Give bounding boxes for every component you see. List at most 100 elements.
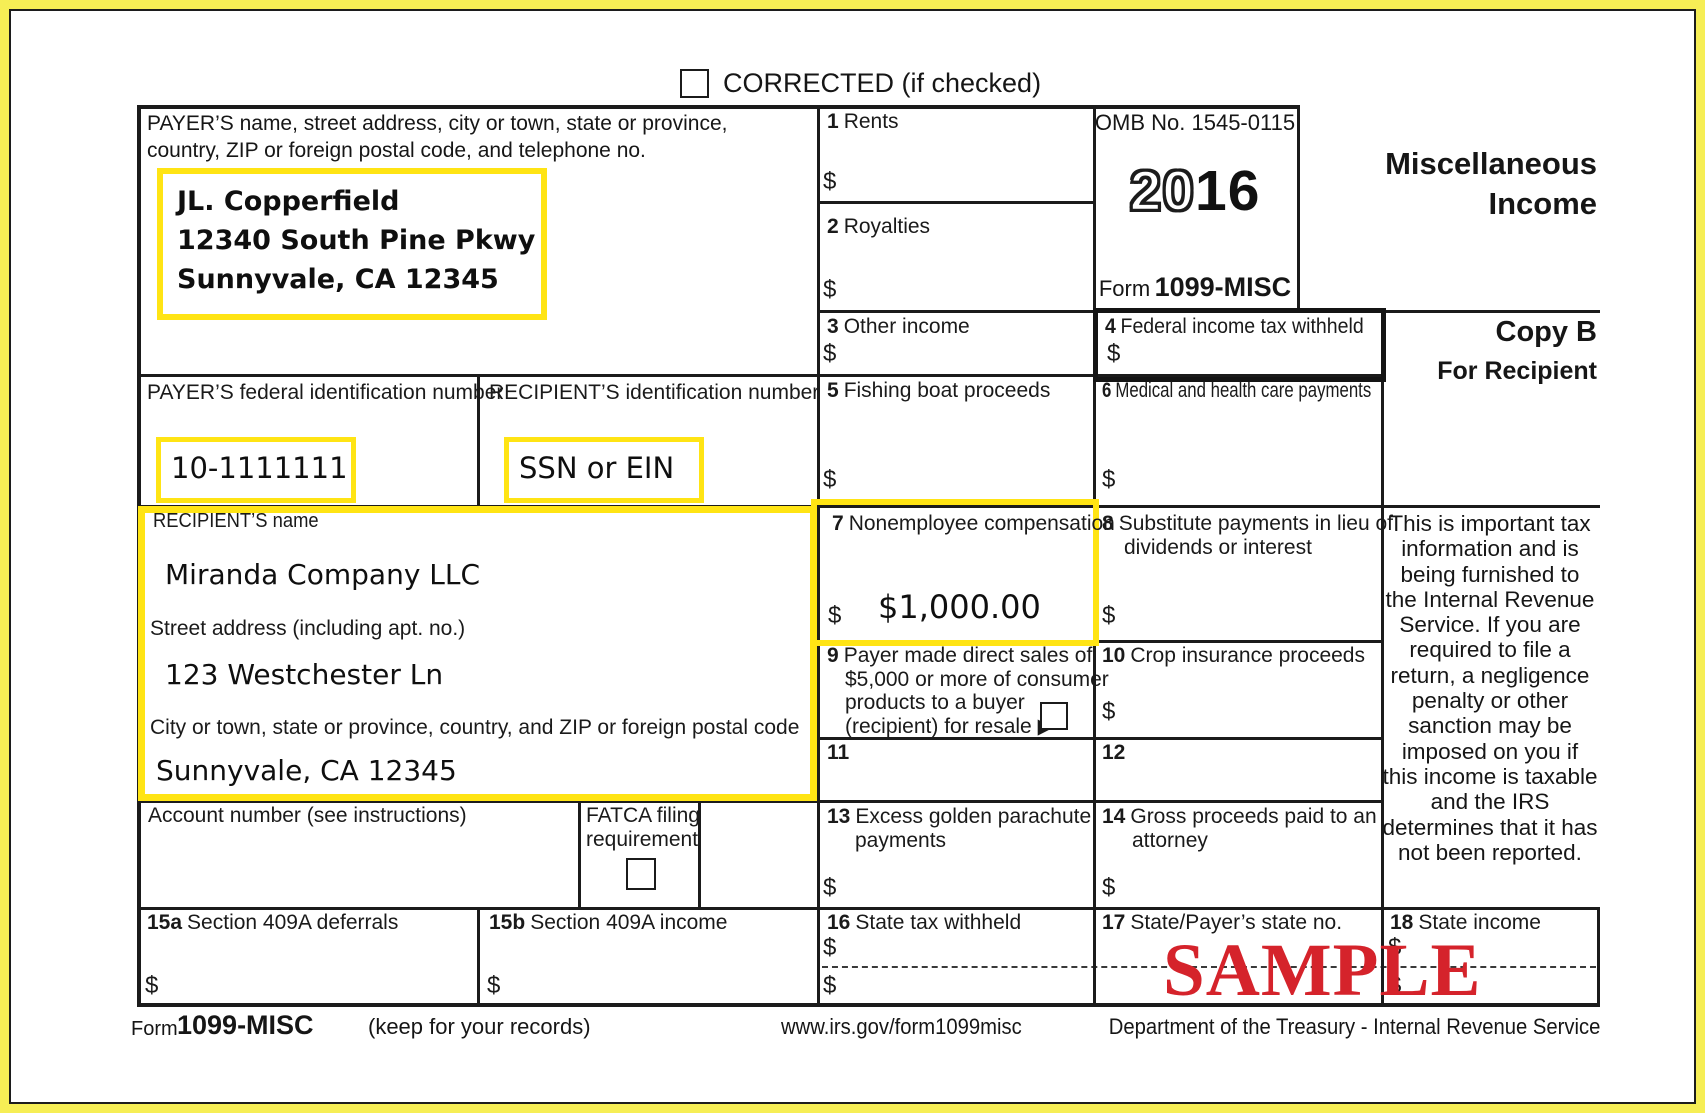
direct-sales-checkbox[interactable] xyxy=(1040,702,1068,730)
box8-label-line2: dividends or interest xyxy=(1124,536,1312,559)
box10-number: 10 xyxy=(1102,644,1126,667)
box16-label: State tax withheld xyxy=(855,911,1022,934)
box1-dollar: $ xyxy=(823,168,837,195)
payer-fed-id-value: 10-1111111 xyxy=(171,451,348,485)
grid-line xyxy=(1297,105,1300,313)
recipient-city-label: City or town, state or province, country… xyxy=(150,716,800,739)
box10-dollar: $ xyxy=(1102,698,1116,725)
recipient-name-label: RECIPIENT’S name xyxy=(153,510,319,532)
box7-number: 7 xyxy=(832,512,844,535)
recipient-city-value: Sunnyvale, CA 12345 xyxy=(156,754,457,787)
box16-number: 16 xyxy=(827,911,851,934)
box9-label-line1: Payer made direct sales of xyxy=(843,644,1093,667)
box9-label-line3: products to a buyer xyxy=(845,691,1025,714)
copy-b-label: Copy B xyxy=(1495,316,1598,348)
omb-number: OMB No. 1545-0115 xyxy=(1094,110,1296,135)
recipient-street-value: 123 Westchester Ln xyxy=(165,658,444,691)
box6-number: 6 xyxy=(1102,379,1112,402)
box12-number: 12 xyxy=(1102,741,1126,764)
box13-label-line1: Excess golden parachute xyxy=(855,805,1092,828)
grid-line xyxy=(137,800,1381,803)
tax-year-outline: 20 xyxy=(1128,158,1195,225)
grid-line xyxy=(137,1003,1600,1007)
box7-label: Nonemployee compensation xyxy=(848,512,1115,535)
box5-number: 5 xyxy=(827,379,839,402)
box9-number: 9 xyxy=(827,644,839,667)
box15a-dollar: $ xyxy=(145,972,159,999)
recipient-highlight-box xyxy=(138,506,817,801)
sample-watermark: SAMPLE xyxy=(1163,929,1482,1012)
box4-dollar: $ xyxy=(1107,340,1121,367)
payer-block-label: PAYER’S name, street address, city or to… xyxy=(147,112,728,162)
box13-label-line2: payments xyxy=(855,829,947,852)
box9-label-line4: (recipient) for resale ▶ xyxy=(845,714,1054,738)
box10-label: Crop insurance proceeds xyxy=(1130,644,1365,667)
box17-label: State/Payer’s state no. xyxy=(1130,911,1343,934)
payer-fed-id-label: PAYER’S federal identification number xyxy=(147,381,504,404)
form-number-header: Form 1099-MISC xyxy=(1093,272,1297,303)
corrected-label: CORRECTED (if checked) xyxy=(723,68,1042,98)
box15a-number: 15a xyxy=(147,911,183,934)
form-title-line2: Income xyxy=(1488,186,1597,221)
box15a-label: Section 409A deferrals xyxy=(187,911,399,934)
box18-dollar-top: $ xyxy=(1388,934,1402,961)
grid-line xyxy=(817,201,1093,204)
box6-dollar: $ xyxy=(1102,466,1116,493)
box15b-dollar: $ xyxy=(487,972,501,999)
grid-line xyxy=(137,374,1381,377)
payer-fed-id-highlight xyxy=(156,437,356,503)
tax-year-solid: 16 xyxy=(1195,159,1261,223)
recipient-id-highlight xyxy=(504,437,704,503)
payer-highlight-box xyxy=(157,168,547,320)
grid-line xyxy=(137,907,1600,910)
box11-number: 11 xyxy=(827,741,850,764)
box8-dollar: $ xyxy=(1102,602,1116,629)
box4-heavy-border xyxy=(1093,308,1386,382)
box14-number: 14 xyxy=(1102,805,1126,828)
box15b-number: 15b xyxy=(489,911,526,934)
grid-line xyxy=(477,374,480,508)
box16-dollar-top: $ xyxy=(823,934,837,961)
fatca-checkbox[interactable] xyxy=(626,858,656,890)
box3-label: Other income xyxy=(843,315,970,338)
box7-highlight-box xyxy=(811,499,1099,646)
box17-number: 17 xyxy=(1102,911,1126,934)
box2-number: 2 xyxy=(827,215,839,238)
box7-amount: $1,000.00 xyxy=(878,588,1041,626)
box7-dollar: $ xyxy=(828,602,842,629)
box3-dollar: $ xyxy=(823,340,837,367)
grid-line xyxy=(817,640,1381,643)
box14-dollar: $ xyxy=(1102,874,1116,901)
footer-irs-url: www.irs.gov/form1099misc xyxy=(781,1014,1022,1039)
box18-dollar-bottom: $ xyxy=(1388,972,1402,999)
payer-name-value: JL. Copperfield xyxy=(177,186,400,217)
box2-label: Royalties xyxy=(843,215,931,238)
footer-form-word: Form xyxy=(131,1018,178,1040)
box13-number: 13 xyxy=(827,805,851,828)
form-number: 1099-MISC xyxy=(1154,272,1292,302)
recipient-id-value: SSN or EIN xyxy=(519,451,675,485)
box3-number: 3 xyxy=(827,315,839,338)
grid-line xyxy=(137,105,1297,109)
box8-label-line1: Substitute payments in lieu of xyxy=(1118,512,1394,535)
account-number-label: Account number (see instructions) xyxy=(148,804,467,827)
box5-label: Fishing boat proceeds xyxy=(843,379,1051,402)
corrected-checkbox[interactable] xyxy=(680,69,709,98)
box18-label: State income xyxy=(1418,911,1541,934)
grid-line xyxy=(698,800,701,909)
box1-label: Rents xyxy=(843,110,899,133)
box4-label: Federal income tax withheld xyxy=(1120,315,1364,338)
box18-number: 18 xyxy=(1390,911,1414,934)
footer-form-number: 1099-MISC xyxy=(177,1010,314,1040)
payer-city-value: Sunnyvale, CA 12345 xyxy=(177,264,499,295)
payer-street-value: 12340 South Pine Pkwy xyxy=(177,225,536,256)
tax-year: 2016 xyxy=(1093,158,1297,225)
grid-line xyxy=(137,505,1600,508)
grid-line xyxy=(817,737,1381,740)
recipient-name-value: Miranda Company LLC xyxy=(165,558,481,591)
recipient-street-label: Street address (including apt. no.) xyxy=(150,617,466,640)
box9-label-line2: $5,000 or more of consumer xyxy=(845,667,1109,691)
box6-label: Medical and health care payments xyxy=(1115,379,1372,402)
fatca-label-line2: requirement xyxy=(586,828,699,851)
